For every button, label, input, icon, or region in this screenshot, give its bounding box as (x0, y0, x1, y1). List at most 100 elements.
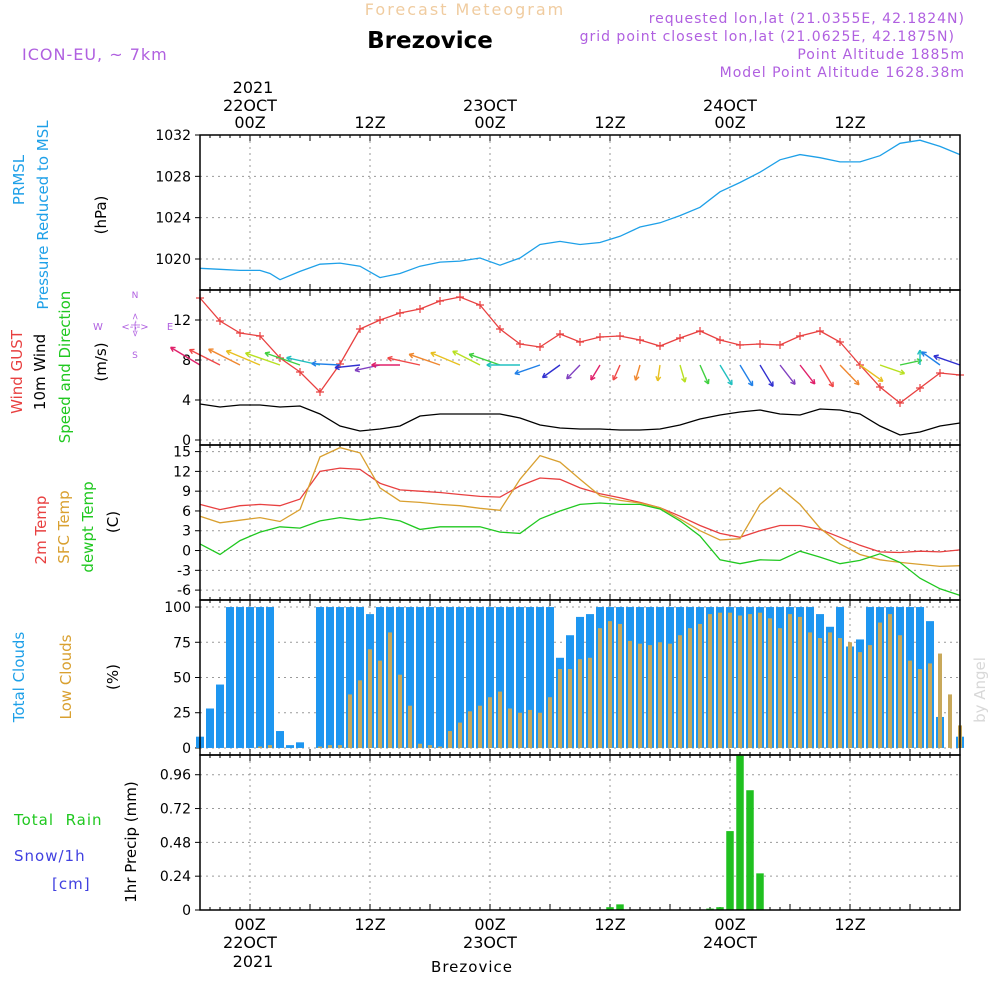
y-tick-label: 3 (182, 524, 191, 540)
gust-marker (696, 327, 704, 335)
total-cloud-bar (256, 607, 264, 748)
low-cloud-bar (678, 635, 682, 748)
wind-arrow (759, 364, 774, 387)
rain-bar (736, 755, 744, 910)
low-cloud-bar (588, 657, 592, 748)
low-cloud-bar (898, 635, 902, 748)
tsfc-line (199, 446, 961, 568)
low-cloud-bar (508, 708, 512, 748)
wind-arrow (590, 364, 601, 381)
total-cloud-bar (316, 607, 324, 748)
gust-marker (656, 342, 664, 350)
gust-marker (476, 301, 484, 309)
low-cloud-bar (658, 642, 662, 748)
y-tick-label: 12 (173, 464, 191, 480)
wind-arrow-head (828, 381, 834, 388)
grid-point-coords: grid point closest lon,lat (21.0625E, 42… (580, 29, 955, 45)
pressure-label-1: PRMSL (10, 154, 28, 205)
y-tick-label: 0.72 (160, 802, 191, 818)
panel-frame (199, 754, 961, 911)
total-cloud-bar (466, 607, 474, 748)
total-cloud-bar (226, 607, 234, 748)
low-cloud-bar (878, 622, 882, 748)
low-cloud-bar (638, 643, 642, 748)
total-cloud-bar (416, 607, 424, 748)
low-cloud-bar (538, 712, 542, 748)
wind-arrow-head (747, 380, 754, 387)
gust-marker (216, 317, 224, 325)
wind-arrow (879, 364, 905, 375)
wind-arrow-head (566, 373, 572, 380)
compass-vertical-arrow: <-|-> (131, 313, 141, 338)
y-tick-label: 0.96 (160, 768, 191, 784)
wind-arrow-head (452, 350, 458, 356)
wind-arrow (819, 364, 834, 388)
low-cloud-bar (888, 614, 892, 748)
low-cloud-bar (908, 660, 912, 748)
pressure-labels: PRMSL Pressure Reduced to MSL (hPa) (10, 120, 110, 310)
temp-labels: 2m Temp SFC Temp dewpt Temp (C) (32, 481, 122, 572)
t2m-line (199, 467, 961, 554)
y-tick-label: 15 (173, 445, 191, 461)
low-cloud-bar (718, 612, 722, 748)
gust-marker (836, 338, 844, 346)
y-tick-label: -6 (177, 583, 191, 599)
y-tick-label: 1020 (155, 252, 191, 268)
low-cloud-bar (868, 645, 872, 748)
low-cloud-bar (618, 623, 622, 748)
gust-marker (716, 336, 724, 344)
top-year: 2021 (233, 78, 274, 97)
wind-arrow (226, 350, 261, 366)
wind-arrow-head (877, 376, 884, 383)
wind-arrow-head (933, 354, 939, 361)
wind-arrow (542, 364, 561, 379)
compass-s: S (132, 351, 138, 361)
total-cloud-bar (516, 607, 524, 748)
wind-arrow-head (612, 375, 618, 381)
total-cloud-bar (506, 607, 514, 748)
y-tick-label: 8 (182, 353, 191, 369)
low-cloud-bar (548, 697, 552, 748)
low-cloud-bar (468, 711, 472, 748)
total-cloud-bar (456, 607, 464, 748)
low-cloud-bar (348, 694, 352, 748)
wind-arrow (264, 352, 301, 366)
wind-arrow (387, 357, 421, 366)
wind-arrow (921, 351, 941, 366)
low-cloud-bar (488, 697, 492, 748)
total-cloud-bar (356, 607, 364, 748)
wind-arrow (679, 364, 686, 383)
y-tick-label: 9 (182, 484, 191, 500)
total-cloud-bar (526, 607, 534, 748)
wind-arrow (566, 364, 581, 380)
footer-station: Brezovice (431, 958, 513, 976)
model-label: ICON-EU, ~ 7km (22, 45, 168, 64)
wind-arrow-head (169, 346, 176, 353)
wind-arrow-head (655, 375, 662, 382)
wind-arrow (189, 349, 221, 366)
watermark: by Angel (971, 657, 989, 723)
low-cloud-bar (788, 614, 792, 748)
low-cloud-bar (848, 642, 852, 748)
rain-bar (726, 831, 734, 910)
gust-marker (316, 388, 324, 396)
temp-label-3: dewpt Temp (79, 481, 97, 572)
total-cloud-bar (536, 607, 544, 748)
low-cloud-bar (598, 628, 602, 748)
low-cloud-bar (438, 746, 442, 748)
rain-label: Total Rain (13, 811, 103, 829)
y-tick-label: 0.24 (160, 869, 191, 885)
y-tick-label: 100 (164, 600, 191, 616)
wind-arrow-head (311, 360, 317, 367)
low-cloud-bar (858, 652, 862, 748)
gust-marker (896, 399, 904, 407)
compass-icon: N <-|-> S W <-|-> E (93, 291, 173, 361)
top-date-label: 23OCT (463, 96, 517, 115)
low-cloud-bar (708, 614, 712, 748)
gust-marker (456, 293, 464, 301)
low-cloud-bar (498, 691, 502, 748)
total-cloud-bar (326, 607, 334, 748)
total-cloud-bar (486, 607, 494, 748)
